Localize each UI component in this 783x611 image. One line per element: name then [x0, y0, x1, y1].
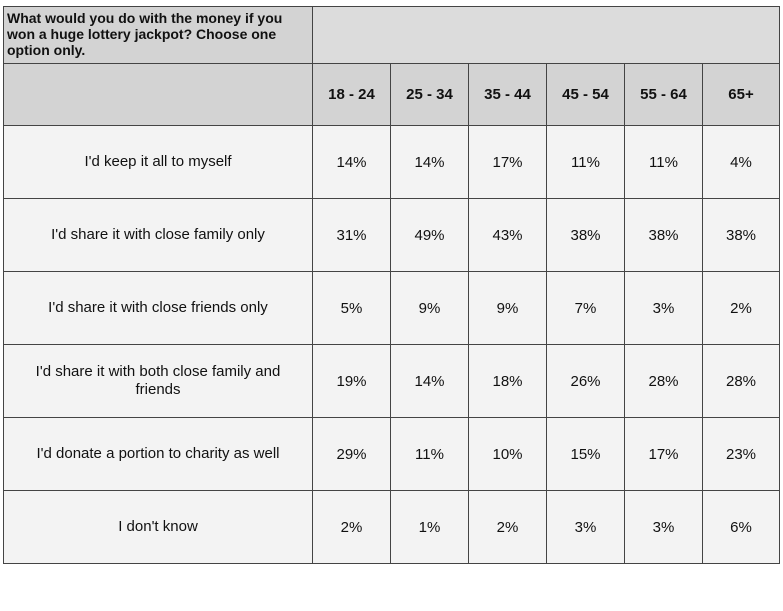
- value-cell: 15%: [546, 417, 625, 491]
- table-row: I'd share it with both close family and …: [3, 344, 780, 418]
- question-title: What would you do with the money if you …: [3, 6, 313, 64]
- table-row: I don't know 2% 1% 2% 3% 3% 6%: [3, 490, 780, 564]
- row-label: I'd donate a portion to charity as well: [3, 417, 313, 491]
- value-cell: 5%: [312, 271, 391, 345]
- age-header-row: 18 - 24 25 - 34 35 - 44 45 - 54 55 - 64 65+: [3, 63, 780, 126]
- value-cell: 38%: [624, 198, 703, 272]
- value-cell: 6%: [702, 490, 780, 564]
- table-row: I'd share it with close friends only 5% 9%…: [3, 271, 780, 345]
- value-cell: 11%: [390, 417, 469, 491]
- value-cell: 7%: [546, 271, 625, 345]
- age-header-cell: 45 - 54: [546, 63, 625, 126]
- value-cell: 17%: [468, 125, 547, 199]
- value-cell: 2%: [702, 271, 780, 345]
- value-cell: 49%: [390, 198, 469, 272]
- value-cell: 19%: [312, 344, 391, 418]
- value-cell: 28%: [702, 344, 780, 418]
- age-header-cell: 35 - 44: [468, 63, 547, 126]
- value-cell: 43%: [468, 198, 547, 272]
- value-cell: 3%: [624, 271, 703, 345]
- value-cell: 18%: [468, 344, 547, 418]
- value-cell: 3%: [624, 490, 703, 564]
- table-row: I'd donate a portion to charity as well 2…: [3, 417, 780, 491]
- row-label: I don't know: [3, 490, 313, 564]
- age-header-cell: 65+: [702, 63, 780, 126]
- age-header-cell: 18 - 24: [312, 63, 391, 126]
- value-cell: 2%: [468, 490, 547, 564]
- value-cell: 26%: [546, 344, 625, 418]
- question-row-blank: [312, 6, 780, 64]
- row-label: I'd keep it all to myself: [3, 125, 313, 199]
- value-cell: 10%: [468, 417, 547, 491]
- survey-results-table: What would you do with the money if you …: [3, 6, 780, 564]
- value-cell: 9%: [468, 271, 547, 345]
- value-cell: 17%: [624, 417, 703, 491]
- value-cell: 23%: [702, 417, 780, 491]
- value-cell: 38%: [702, 198, 780, 272]
- value-cell: 11%: [546, 125, 625, 199]
- value-cell: 11%: [624, 125, 703, 199]
- value-cell: 2%: [312, 490, 391, 564]
- question-row: What would you do with the money if you …: [3, 6, 780, 64]
- value-cell: 14%: [390, 125, 469, 199]
- row-label: I'd share it with close friends only: [3, 271, 313, 345]
- survey-table-container: What would you do with the money if you …: [3, 6, 780, 564]
- value-cell: 3%: [546, 490, 625, 564]
- age-header-cell: 55 - 64: [624, 63, 703, 126]
- header-corner: [3, 63, 313, 126]
- table-row: I'd keep it all to myself 14% 14% 17% 11% 11%…: [3, 125, 780, 199]
- value-cell: 4%: [702, 125, 780, 199]
- row-label: I'd share it with both close family and …: [3, 344, 313, 418]
- value-cell: 14%: [312, 125, 391, 199]
- table-row: I'd share it with close family only 31% 49…: [3, 198, 780, 272]
- value-cell: 9%: [390, 271, 469, 345]
- value-cell: 28%: [624, 344, 703, 418]
- age-header-cell: 25 - 34: [390, 63, 469, 126]
- value-cell: 14%: [390, 344, 469, 418]
- row-label: I'd share it with close family only: [3, 198, 313, 272]
- value-cell: 1%: [390, 490, 469, 564]
- value-cell: 31%: [312, 198, 391, 272]
- value-cell: 38%: [546, 198, 625, 272]
- value-cell: 29%: [312, 417, 391, 491]
